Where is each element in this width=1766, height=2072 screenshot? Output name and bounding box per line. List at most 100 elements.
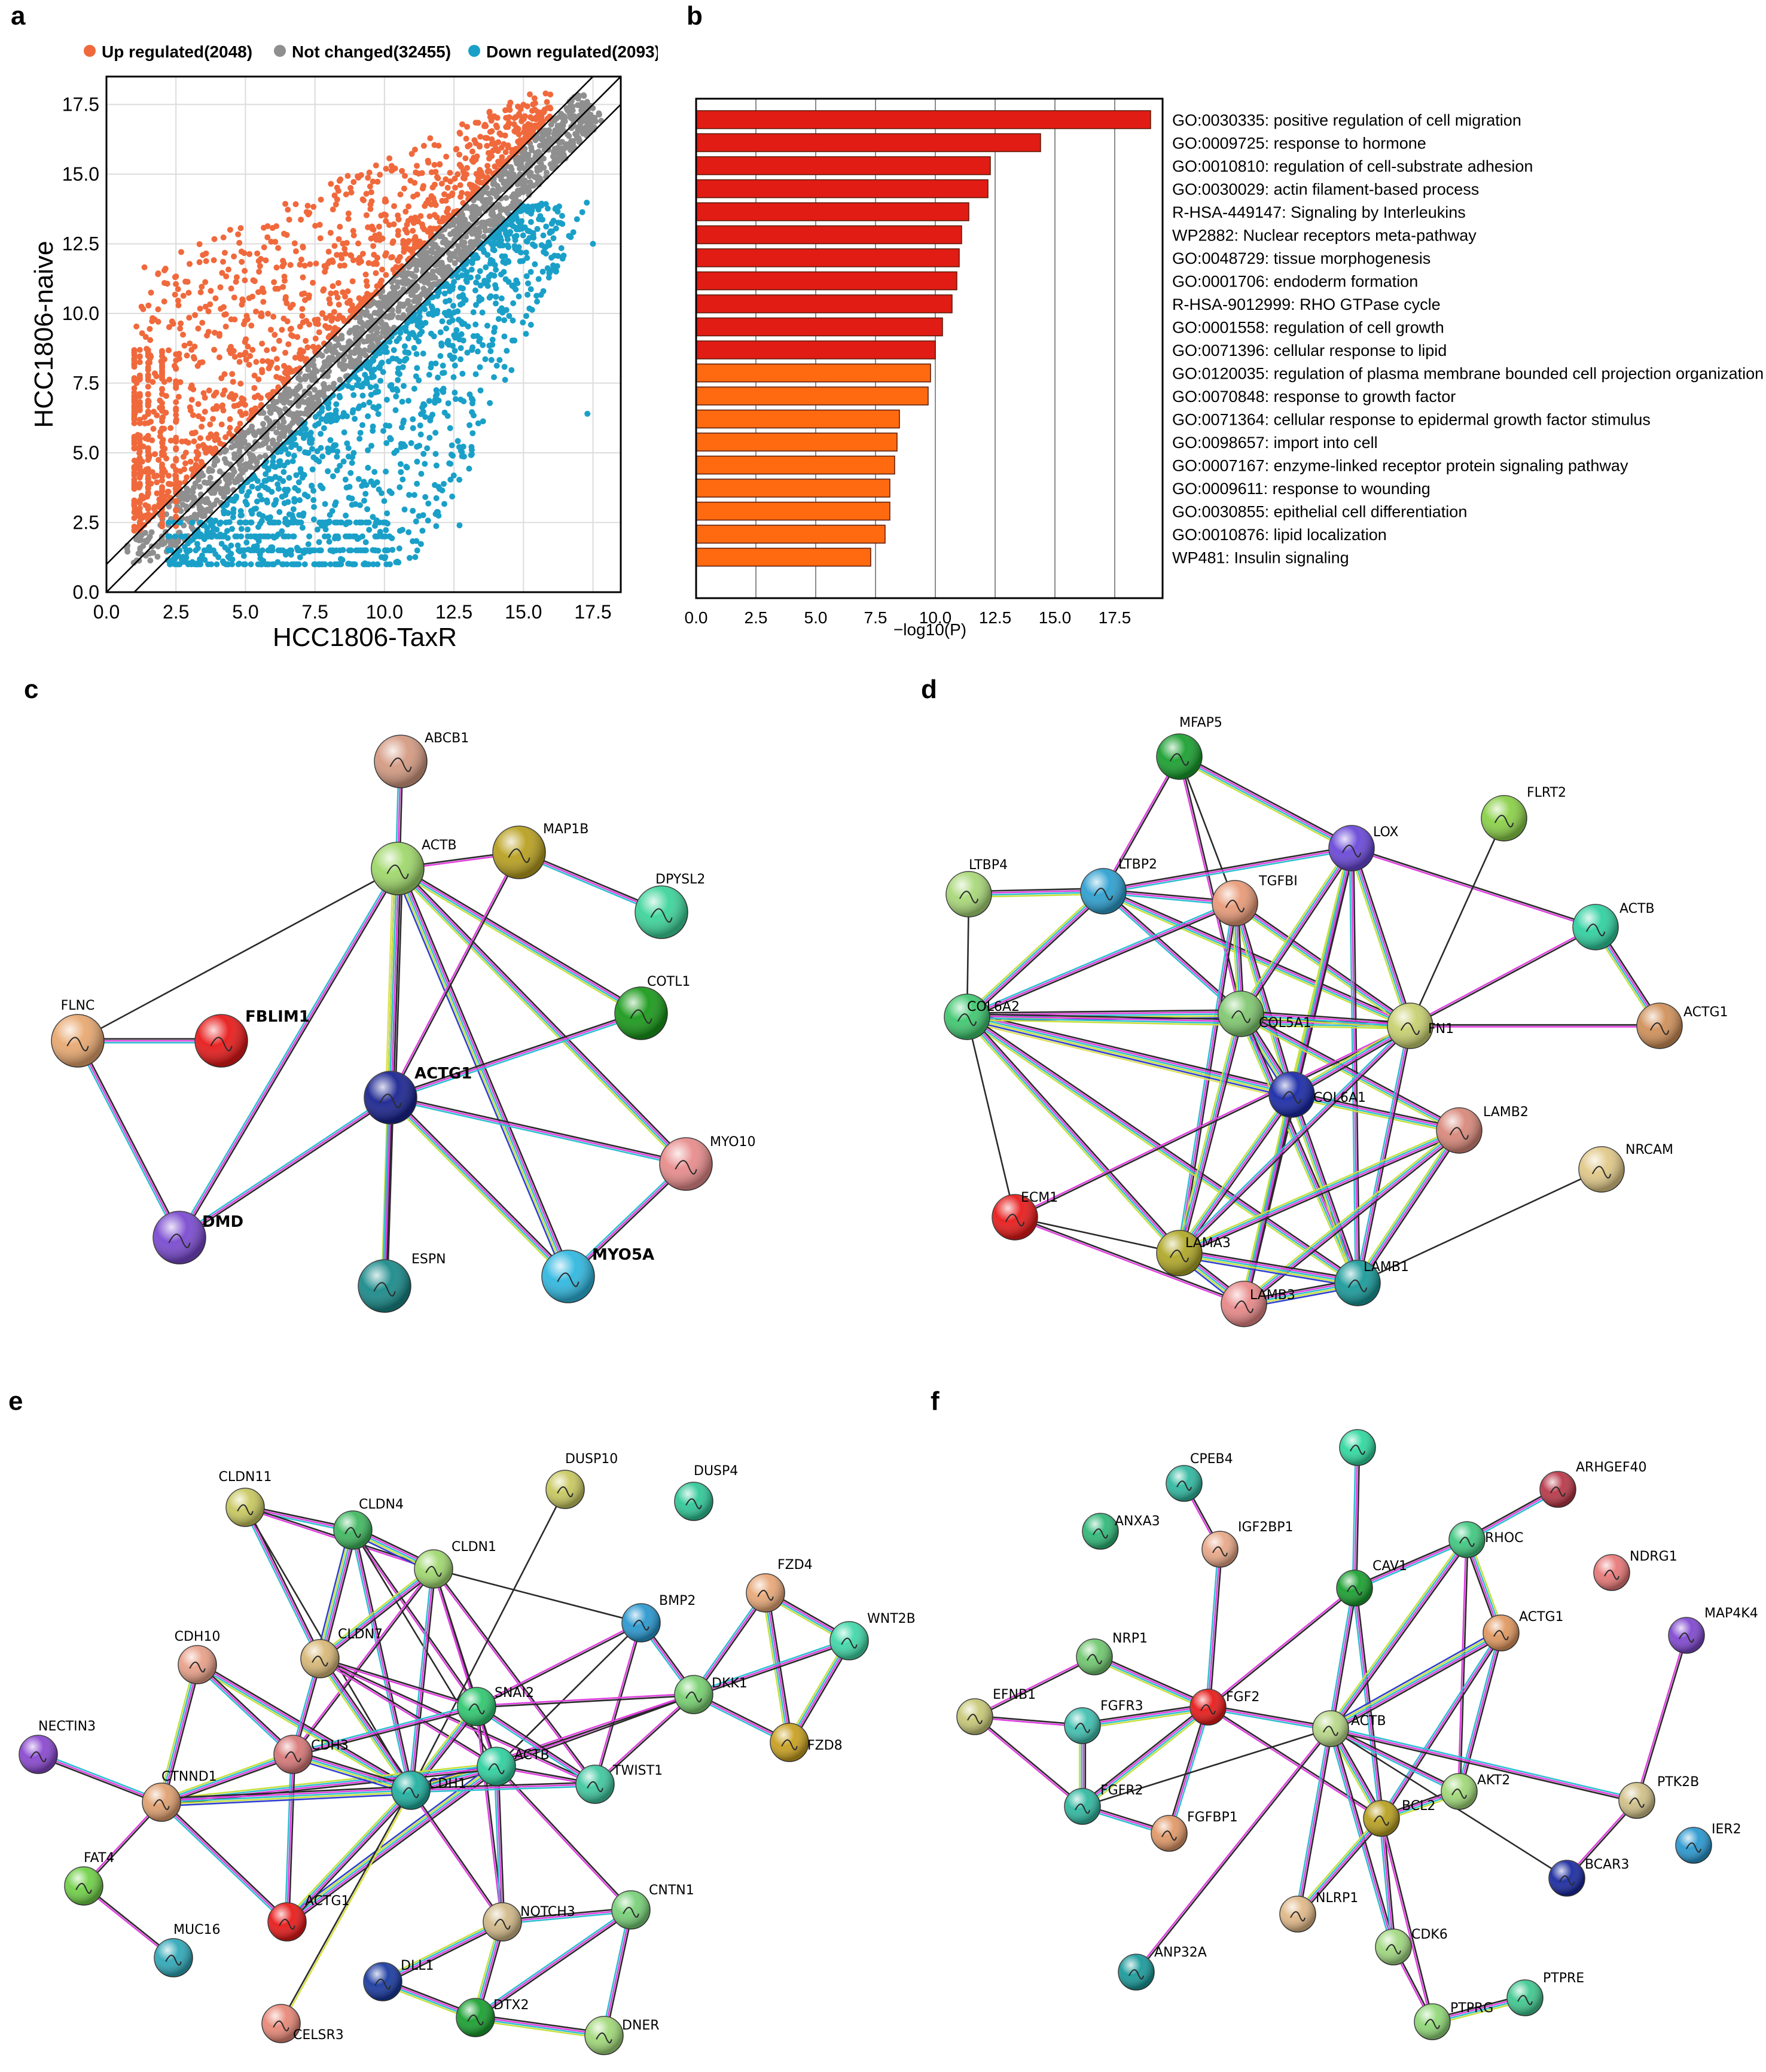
scatter-point-up — [489, 136, 495, 142]
scatter-point-down — [479, 242, 486, 248]
scatter-point-down — [334, 519, 341, 526]
bar-category-label: GO:0070848: response to growth factor — [1172, 388, 1456, 406]
network-node-col6a1[interactable]: COL6A1 — [1268, 1071, 1366, 1118]
scatter-point-down — [558, 245, 565, 251]
scatter-point-down — [525, 280, 531, 287]
network-node-flrt2[interactable]: FLRT2 — [1481, 785, 1566, 842]
scatter-point-down — [417, 422, 423, 429]
network-node-ltbp2[interactable]: LTBP2 — [1080, 857, 1157, 915]
scatter-point-down — [463, 279, 470, 285]
network-node-cldn11[interactable]: CLDN11 — [218, 1470, 272, 1527]
network-node-ecm1[interactable]: ECM1 — [992, 1190, 1058, 1241]
network-edge-strand — [396, 869, 641, 1015]
network-node-actg1[interactable]: ACTG1 — [1636, 1003, 1728, 1049]
network-node-lamb3[interactable]: LAMB3 — [1221, 1281, 1295, 1327]
protein-structure-icon — [237, 1504, 254, 1515]
scatter-point-up — [425, 159, 432, 166]
network-node-actg1[interactable]: ACTG1 — [364, 1065, 472, 1125]
network-edge-strand — [967, 1015, 1292, 1095]
network-edge-strand — [319, 1529, 354, 1659]
scatter-point-up — [540, 118, 546, 124]
network-node-ltbp4[interactable]: LTBP4 — [945, 858, 1008, 918]
network-node-actb[interactable]: ACTB — [371, 838, 457, 895]
scatter-point-up — [458, 163, 465, 170]
network-edge-strand — [411, 1785, 596, 1793]
network-node-myo5a[interactable]: MYO5A — [541, 1246, 654, 1303]
network-edge-strand — [967, 1016, 1181, 1253]
network-node-dusp10[interactable]: DUSP10 — [545, 1452, 618, 1509]
scatter-point-notchanged — [553, 115, 560, 121]
scatter-point-down — [469, 252, 475, 258]
scatter-point-up — [145, 302, 152, 309]
network-node-dmd[interactable]: DMD — [152, 1211, 243, 1264]
network-node-dpysl2[interactable]: DPYSL2 — [635, 872, 705, 939]
network-node-fn1[interactable]: FN1 — [1387, 1003, 1454, 1049]
network-node-cotl1[interactable]: COTL1 — [614, 974, 690, 1040]
network-node-dusp4[interactable]: DUSP4 — [674, 1464, 738, 1521]
scatter-point-down — [452, 389, 458, 396]
network-node-lamb2[interactable]: LAMB2 — [1436, 1105, 1529, 1154]
node-label: LAMB2 — [1483, 1105, 1529, 1120]
protein-structure-icon — [1341, 845, 1362, 858]
scatter-point-down — [549, 228, 555, 234]
node-shine — [635, 886, 688, 939]
scatter-point-up — [300, 243, 306, 250]
scatter-point-up — [475, 178, 481, 185]
network-edge-COL5A1-LAMB2 — [1239, 1010, 1461, 1134]
network-edge-strand — [322, 1531, 358, 1660]
network-node-col6a2[interactable]: COL6A2 — [944, 994, 1020, 1040]
scatter-point-down — [410, 425, 416, 431]
scatter-point-down — [230, 514, 236, 520]
network-node-abcb1[interactable]: ABCB1 — [374, 731, 469, 788]
scatter-point-down — [344, 440, 350, 447]
scatter-point-down — [559, 212, 565, 219]
scatter-point-notchanged — [459, 211, 465, 218]
scatter-point-up — [237, 421, 243, 427]
network-node-mfap5[interactable]: MFAP5 — [1156, 715, 1222, 780]
network-node-lox[interactable]: LOX — [1328, 825, 1398, 872]
scatter-y-tick-label: 2.5 — [73, 512, 99, 534]
scatter-point-up — [280, 284, 286, 290]
network-edge-strand — [475, 2013, 605, 2034]
scatter-point-up — [370, 243, 377, 249]
network-edge-strand — [791, 1641, 853, 1745]
network-node-tgfbi[interactable]: TGFBI — [1212, 874, 1298, 927]
scatter-point-up — [371, 251, 377, 258]
network-edge-DUSP10-CDH1 — [410, 1489, 566, 1791]
scatter-point-up — [328, 181, 334, 187]
network-node-myo10[interactable]: MYO10 — [659, 1135, 756, 1191]
network-node-map1b[interactable]: MAP1B — [492, 822, 588, 879]
scatter-point-up — [188, 385, 194, 391]
scatter-point-notchanged — [481, 233, 487, 240]
network-node-col5a1[interactable]: COL5A1 — [1218, 991, 1311, 1037]
network-node-cldn4[interactable]: CLDN4 — [333, 1497, 404, 1550]
scatter-point-up — [259, 340, 266, 347]
scatter-point-notchanged — [260, 410, 267, 416]
network-node-lama3[interactable]: LAMA3 — [1156, 1230, 1231, 1276]
scatter-point-notchanged — [362, 312, 369, 318]
network-node-actb[interactable]: ACTB — [1572, 901, 1655, 950]
scatter-point-up — [263, 257, 269, 264]
bar-category-label: GO:0071364: cellular response to epiderm… — [1172, 411, 1651, 429]
scatter-point-up — [131, 364, 138, 370]
network-node-flnc[interactable]: FLNC — [51, 998, 105, 1068]
scatter-point-up — [211, 346, 218, 353]
scatter-y-tick-label: 17.5 — [62, 94, 99, 115]
scatter-point-up — [202, 409, 208, 415]
scatter-point-notchanged — [580, 92, 587, 99]
scatter-point-up — [292, 248, 299, 255]
network-node-lamb1[interactable]: LAMB1 — [1334, 1260, 1409, 1306]
scatter-point-up — [452, 175, 458, 182]
network-node-espn[interactable]: ESPN — [358, 1252, 446, 1313]
scatter-point-down — [346, 495, 352, 501]
network-edge-CTNND1-NECTIN3 — [37, 1751, 163, 1805]
scatter-point-notchanged — [406, 263, 413, 270]
network-node-fblim1[interactable]: FBLIM1 — [194, 1008, 310, 1068]
scatter-point-down — [283, 561, 290, 568]
network-node-nrcam[interactable]: NRCAM — [1578, 1142, 1673, 1193]
scatter-point-up — [272, 331, 278, 338]
bar-category-label: GO:0030855: epithelial cell differentiat… — [1172, 503, 1467, 521]
network-edge-strand — [77, 1040, 181, 1238]
network-edge-strand — [285, 1789, 411, 1922]
scatter-point-notchanged — [231, 455, 238, 461]
